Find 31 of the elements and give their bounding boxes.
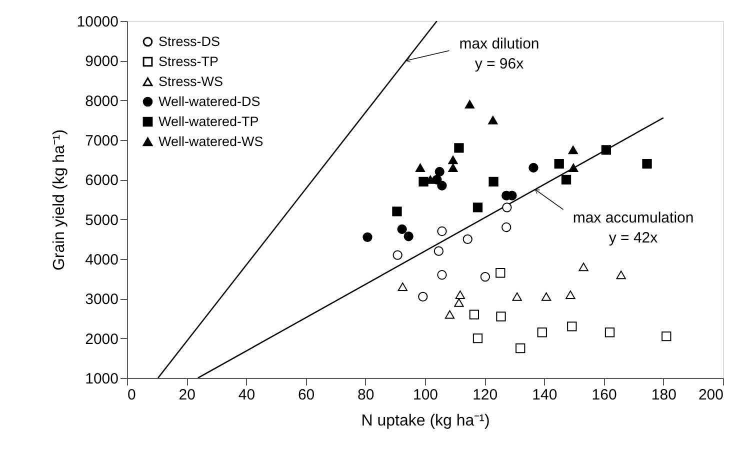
x-tick-label: 200 [698,386,724,404]
y-axis-title: Grain yield (kg ha⁻¹) [50,129,68,271]
x-tick-label: 160 [592,386,617,404]
x-tick-label: 60 [298,386,315,404]
legend-label: Well-watered-TP [158,114,259,129]
annotation: max dilution y = 96x [459,36,540,73]
x-tick-label: 120 [472,386,498,404]
y-tick-label: 3000 [85,291,118,308]
y-tick-label: 5000 [85,212,118,229]
legend-label: Stress-TP [158,54,219,69]
y-tick-label: 2000 [85,330,118,348]
y-tick-label: 8000 [85,92,118,110]
x-tick-label: 80 [358,386,374,404]
x-tick-label: 40 [238,386,256,404]
legend-label: Stress-WS [158,74,224,89]
y-tick-label: 6000 [85,172,118,190]
x-tick-label: 180 [651,386,676,404]
x-tick-label: 100 [412,386,438,404]
x-tick-label: 140 [532,386,558,404]
y-tick-label: 4000 [85,252,118,268]
legend-label: Well-watered-WS [158,134,264,149]
y-tick-label: 1000 [85,370,118,388]
x-axis-title: N uptake (kg ha⁻¹) [361,412,490,430]
y-tick-label: 7000 [85,132,118,150]
y-tick-label: 10000 [76,14,118,30]
legend-label: Well-watered-DS [158,94,260,109]
y-tick-label: 9000 [85,53,118,70]
x-tick-label: 0 [128,386,136,404]
annotation: max accumulation y = 42x [572,210,694,247]
legend-label: Stress-DS [158,34,220,49]
x-tick-label: 20 [178,386,196,404]
